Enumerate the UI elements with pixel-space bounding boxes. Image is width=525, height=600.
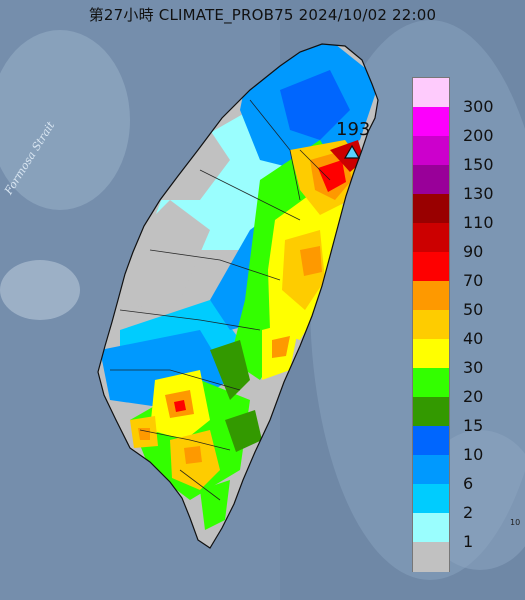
legend-swatch (413, 542, 449, 572)
legend-label: 90 (463, 242, 484, 261)
legend-swatch (413, 252, 449, 282)
legend-swatch (413, 281, 449, 311)
legend-label: 15 (463, 416, 484, 435)
legend-swatch (413, 223, 449, 253)
legend-swatch (413, 484, 449, 514)
legend-swatch (413, 165, 449, 195)
legend-label: 2 (463, 503, 474, 522)
legend-label: 30 (463, 358, 484, 377)
legend-label: 20 (463, 387, 484, 406)
legend-label: 1 (463, 532, 474, 551)
legend-label: 150 (463, 155, 494, 174)
legend-swatch (413, 194, 449, 224)
legend-swatch (413, 397, 449, 427)
map-title: 第27小時 CLIMATE_PROB75 2024/10/02 22:00 (88, 6, 437, 24)
legend-swatch (413, 513, 449, 543)
legend-label: 70 (463, 271, 484, 290)
corner-mark: 10 (510, 518, 521, 527)
color-legend (412, 77, 450, 572)
legend-label: 110 (463, 213, 494, 232)
triangle-station-icon (343, 144, 361, 159)
legend-swatch (413, 107, 449, 137)
legend-label: 10 (463, 445, 484, 464)
legend-swatch (413, 368, 449, 398)
legend-label: 130 (463, 184, 494, 203)
legend-swatch (413, 455, 449, 485)
legend-label: 300 (463, 97, 494, 116)
legend-label: 6 (463, 474, 474, 493)
legend-swatch (413, 78, 449, 108)
legend-swatch (413, 339, 449, 369)
max-rainfall-value: 193 (336, 119, 371, 140)
legend-label: 40 (463, 329, 484, 348)
legend-label: 200 (463, 126, 494, 145)
legend-swatch (413, 426, 449, 456)
legend-swatch (413, 136, 449, 166)
legend-swatch (413, 310, 449, 340)
legend-label: 50 (463, 300, 484, 319)
coastline (97, 43, 379, 549)
